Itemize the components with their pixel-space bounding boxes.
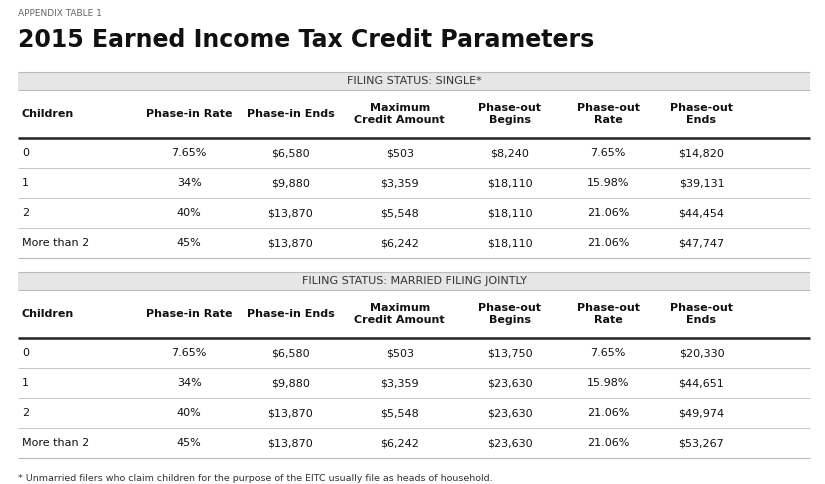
Text: 7.65%: 7.65% <box>172 148 207 158</box>
Text: 34%: 34% <box>177 178 201 188</box>
Text: 40%: 40% <box>177 208 201 218</box>
Text: 34%: 34% <box>177 378 201 388</box>
Text: $53,267: $53,267 <box>679 438 724 448</box>
Text: 21.06%: 21.06% <box>587 208 629 218</box>
Text: $23,630: $23,630 <box>487 438 533 448</box>
Text: 15.98%: 15.98% <box>587 178 629 188</box>
Text: $13,870: $13,870 <box>267 238 314 248</box>
Text: $13,750: $13,750 <box>487 348 533 358</box>
Text: Children: Children <box>22 109 74 119</box>
Text: 1: 1 <box>22 178 29 188</box>
Text: Phase-out
Rate: Phase-out Rate <box>577 303 639 325</box>
Text: 7.65%: 7.65% <box>172 348 207 358</box>
Text: More than 2: More than 2 <box>22 438 89 448</box>
Text: 7.65%: 7.65% <box>591 148 625 158</box>
Text: $9,880: $9,880 <box>271 178 310 188</box>
Text: * Unmarried filers who claim children for the purpose of the EITC usually file a: * Unmarried filers who claim children fo… <box>18 474 493 483</box>
Text: 21.06%: 21.06% <box>587 438 629 448</box>
Text: FILING STATUS: SINGLE*: FILING STATUS: SINGLE* <box>346 76 481 86</box>
Text: Phase-out
Ends: Phase-out Ends <box>670 104 733 124</box>
Text: 21.06%: 21.06% <box>587 408 629 418</box>
Text: Phase-in Rate: Phase-in Rate <box>146 109 233 119</box>
Text: 45%: 45% <box>177 238 201 248</box>
Text: $8,240: $8,240 <box>490 148 530 158</box>
Text: $39,131: $39,131 <box>679 178 724 188</box>
Text: More than 2: More than 2 <box>22 238 89 248</box>
Text: $49,974: $49,974 <box>678 408 724 418</box>
Text: $6,580: $6,580 <box>271 148 309 158</box>
Text: $9,880: $9,880 <box>271 378 310 388</box>
Text: $3,359: $3,359 <box>380 378 419 388</box>
Text: $14,820: $14,820 <box>678 148 724 158</box>
Bar <box>18 272 810 290</box>
Text: Phase-out
Begins: Phase-out Begins <box>478 303 541 325</box>
Text: $3,359: $3,359 <box>380 178 419 188</box>
Text: $18,110: $18,110 <box>487 208 533 218</box>
Text: Children: Children <box>22 309 74 319</box>
Text: 1: 1 <box>22 378 29 388</box>
Text: APPENDIX TABLE 1: APPENDIX TABLE 1 <box>18 10 101 18</box>
Text: $47,747: $47,747 <box>678 238 724 248</box>
Text: 40%: 40% <box>177 408 201 418</box>
Text: $18,110: $18,110 <box>487 238 533 248</box>
Text: Phase-out
Ends: Phase-out Ends <box>670 303 733 325</box>
Text: $6,242: $6,242 <box>380 238 419 248</box>
Text: Phase-out
Rate: Phase-out Rate <box>577 104 639 124</box>
Text: Phase-in Ends: Phase-in Ends <box>247 109 334 119</box>
Text: 0: 0 <box>22 148 29 158</box>
Text: Phase-out
Begins: Phase-out Begins <box>478 104 541 124</box>
Text: 21.06%: 21.06% <box>587 238 629 248</box>
Text: Phase-in Ends: Phase-in Ends <box>247 309 334 319</box>
Text: $503: $503 <box>386 148 414 158</box>
Text: 45%: 45% <box>177 438 201 448</box>
Text: $18,110: $18,110 <box>487 178 533 188</box>
Text: Phase-in Rate: Phase-in Rate <box>146 309 233 319</box>
Text: $23,630: $23,630 <box>487 408 533 418</box>
Text: $13,870: $13,870 <box>267 208 314 218</box>
Text: $5,548: $5,548 <box>380 208 419 218</box>
Text: $23,630: $23,630 <box>487 378 533 388</box>
Text: 15.98%: 15.98% <box>587 378 629 388</box>
Text: $5,548: $5,548 <box>380 408 419 418</box>
Text: 2015 Earned Income Tax Credit Parameters: 2015 Earned Income Tax Credit Parameters <box>18 28 594 52</box>
Text: 0: 0 <box>22 348 29 358</box>
Text: $20,330: $20,330 <box>679 348 724 358</box>
Text: $13,870: $13,870 <box>267 438 314 448</box>
Text: 2: 2 <box>22 208 29 218</box>
Text: $13,870: $13,870 <box>267 408 314 418</box>
Text: Maximum
Credit Amount: Maximum Credit Amount <box>355 104 445 124</box>
Bar <box>18 72 810 90</box>
Text: Maximum
Credit Amount: Maximum Credit Amount <box>355 303 445 325</box>
Text: $44,651: $44,651 <box>679 378 724 388</box>
Text: FILING STATUS: MARRIED FILING JOINTLY: FILING STATUS: MARRIED FILING JOINTLY <box>301 276 526 286</box>
Text: $503: $503 <box>386 348 414 358</box>
Text: $6,580: $6,580 <box>271 348 309 358</box>
Text: $6,242: $6,242 <box>380 438 419 448</box>
Text: 7.65%: 7.65% <box>591 348 625 358</box>
Text: 2: 2 <box>22 408 29 418</box>
Text: $44,454: $44,454 <box>678 208 724 218</box>
